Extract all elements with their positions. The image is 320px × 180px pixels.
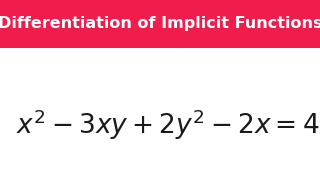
Text: Differentiation of Implicit Functions: Differentiation of Implicit Functions — [0, 16, 320, 31]
Text: $x^2 - 3xy + 2y^2 - 2x = 4$: $x^2 - 3xy + 2y^2 - 2x = 4$ — [16, 107, 319, 142]
Bar — [0, 0, 320, 48]
